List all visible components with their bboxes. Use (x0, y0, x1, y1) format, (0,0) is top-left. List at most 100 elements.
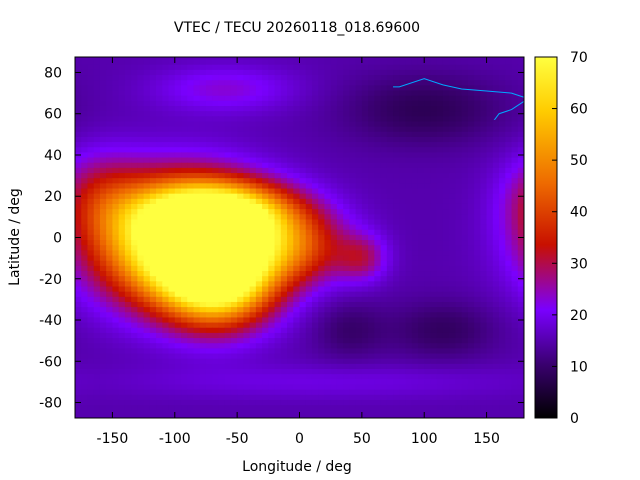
heatmap-cell (255, 116, 263, 123)
heatmap-cell (268, 57, 276, 61)
heatmap-cell (405, 384, 413, 391)
heatmap-cell (237, 322, 244, 329)
heatmap-cell (461, 240, 469, 246)
heatmap-cell (224, 353, 232, 360)
heatmap-cell (393, 265, 400, 272)
heatmap-cell (93, 105, 101, 112)
heatmap-cell (131, 322, 138, 329)
heatmap-cell (349, 276, 357, 282)
heatmap-cell (274, 229, 282, 236)
heatmap-cell (87, 90, 95, 97)
heatmap-cell (87, 307, 95, 313)
heatmap-cell (405, 188, 413, 195)
heatmap-cell (293, 338, 301, 344)
heatmap-cell (93, 255, 101, 262)
heatmap-cell (324, 57, 332, 61)
heatmap-cell (287, 343, 294, 349)
heatmap-cell (442, 229, 450, 236)
heatmap-cell (305, 255, 313, 262)
heatmap-cell (243, 410, 251, 417)
heatmap-cell (455, 214, 463, 221)
heatmap-cell (442, 214, 450, 221)
heatmap-cell (311, 229, 319, 236)
heatmap-cell (280, 69, 288, 76)
heatmap-cell (230, 85, 238, 92)
heatmap-cell (417, 240, 425, 246)
heatmap-cell (174, 85, 182, 92)
heatmap-cell (131, 105, 138, 112)
heatmap-cell (174, 136, 182, 143)
heatmap-cell (293, 224, 301, 231)
heatmap-cell (156, 162, 163, 169)
heatmap-cell (237, 358, 244, 365)
heatmap-cell (318, 105, 326, 112)
heatmap-cell (99, 338, 107, 344)
heatmap-cell (255, 183, 263, 190)
heatmap-cell (187, 255, 195, 262)
heatmap-cell (324, 80, 332, 86)
heatmap-cell (199, 379, 207, 386)
heatmap-cell (336, 126, 344, 133)
heatmap-cell (112, 312, 120, 319)
heatmap-cell (81, 116, 89, 123)
heatmap-cell (311, 224, 319, 231)
heatmap-cell (280, 291, 288, 298)
heatmap-cell (424, 69, 432, 76)
heatmap-cell (168, 214, 176, 221)
heatmap-cell (430, 301, 438, 308)
heatmap-cell (168, 322, 176, 329)
heatmap-cell (311, 276, 319, 282)
heatmap-cell (417, 69, 425, 76)
heatmap-cell (124, 327, 132, 334)
heatmap-cell (474, 100, 481, 107)
heatmap-cell (411, 286, 419, 293)
heatmap-cell (224, 209, 232, 215)
heatmap-cell (455, 317, 463, 324)
heatmap-cell (118, 250, 126, 257)
heatmap-cell (112, 95, 120, 102)
heatmap-cell (330, 332, 338, 339)
heatmap-cell (156, 95, 163, 102)
heatmap-cell (368, 307, 375, 313)
heatmap-cell (218, 214, 226, 221)
heatmap-cell (461, 80, 469, 86)
heatmap-cell (280, 363, 288, 370)
heatmap-cell (112, 240, 120, 246)
heatmap-cell (386, 173, 394, 179)
heatmap-cell (411, 193, 419, 200)
heatmap-cell (461, 301, 469, 308)
heatmap-cell (430, 178, 438, 184)
heatmap-cell (399, 57, 407, 61)
heatmap-cell (243, 379, 251, 386)
heatmap-cell (81, 343, 89, 349)
heatmap-cell (255, 399, 263, 406)
heatmap-cell (124, 255, 132, 262)
heatmap-cell (343, 95, 350, 102)
heatmap-cell (143, 198, 151, 205)
heatmap-cell (293, 245, 301, 251)
heatmap-cell (224, 240, 232, 246)
heatmap-cell (424, 338, 432, 344)
heatmap-cell (274, 250, 282, 257)
heatmap-cell (81, 399, 89, 406)
heatmap-cell (274, 147, 282, 154)
heatmap-cell (380, 183, 388, 190)
heatmap-cell (87, 64, 95, 71)
heatmap-cell (255, 178, 263, 184)
heatmap-cell (349, 389, 357, 396)
heatmap-cell (305, 260, 313, 267)
heatmap-cell (87, 291, 95, 298)
heatmap-cell (268, 188, 276, 195)
heatmap-cell (511, 75, 519, 81)
heatmap-cell (162, 405, 170, 411)
heatmap-cell (156, 152, 163, 159)
heatmap-cell (299, 250, 307, 257)
heatmap-cell (467, 389, 475, 396)
heatmap-cell (187, 281, 195, 288)
heatmap-cell (424, 332, 432, 339)
heatmap-cell (499, 111, 506, 117)
heatmap-cell (118, 193, 126, 200)
heatmap-cell (324, 69, 332, 76)
heatmap-cell (299, 188, 307, 195)
heatmap-cell (399, 394, 407, 401)
